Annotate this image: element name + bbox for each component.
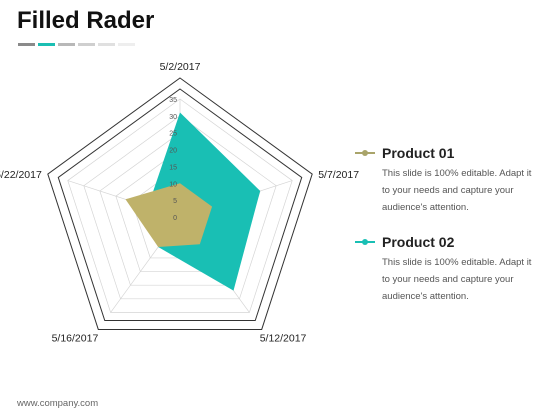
underline-segment — [98, 43, 115, 46]
underline-segment — [38, 43, 55, 46]
category-label: 5/12/2017 — [260, 332, 307, 344]
footer-url: www.company.com — [17, 398, 99, 409]
title-underline — [18, 43, 135, 46]
tick-label: 20 — [169, 148, 177, 155]
tick-label: 10 — [169, 181, 177, 188]
legend-item-product-01: Product 01 This slide is 100% editable. … — [355, 144, 535, 216]
series-area — [125, 183, 213, 248]
category-label: 5/2/2017 — [160, 61, 201, 73]
legend-name: Product 02 — [382, 234, 455, 250]
outer-frame-ring — [47, 77, 313, 330]
category-label: 5/7/2017 — [318, 169, 359, 181]
legend-description: This slide is 100% editable. Adapt it to… — [382, 257, 532, 302]
page-title: Filled Rader — [17, 7, 155, 34]
tick-label: 0 — [173, 215, 177, 222]
underline-segment — [18, 43, 35, 46]
tick-label: 15 — [169, 164, 177, 171]
legend-marker-icon — [355, 150, 375, 156]
outer-frame-ring — [57, 88, 303, 322]
underline-segment — [118, 43, 135, 46]
tick-label: 5 — [173, 198, 177, 205]
category-label: 5/16/2017 — [52, 332, 99, 344]
grid-ring — [83, 115, 277, 300]
tick-label: 35 — [169, 97, 177, 104]
legend-marker-icon — [355, 239, 375, 245]
underline-segment — [78, 43, 95, 46]
legend-name: Product 01 — [382, 145, 455, 161]
tick-label: 30 — [169, 114, 177, 121]
tick-label: 25 — [169, 131, 177, 138]
underline-segment — [58, 43, 75, 46]
category-label: 5/22/2017 — [0, 169, 42, 181]
grid-ring — [67, 98, 293, 313]
legend-description: This slide is 100% editable. Adapt it to… — [382, 168, 532, 213]
legend-item-product-02: Product 02 This slide is 100% editable. … — [355, 233, 535, 305]
